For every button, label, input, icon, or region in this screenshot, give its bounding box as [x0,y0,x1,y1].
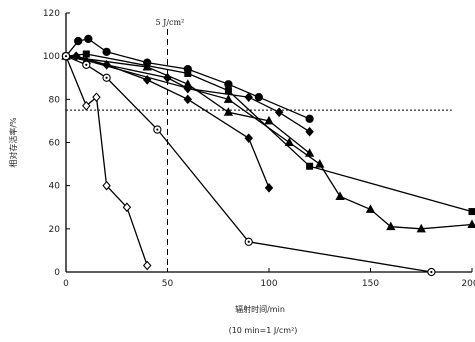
data-point [305,114,314,123]
series-layer [61,34,475,277]
data-point [365,204,376,213]
y-tick-label: 0 [54,268,60,278]
series-line [65,38,310,120]
data-point [244,92,253,103]
data-point [468,208,475,216]
data-point [304,148,315,157]
data-point [184,69,192,77]
x-axis-note: (10 min=1 J/cm²) [229,326,298,335]
data-point [284,137,294,146]
data-point [224,87,232,95]
data-point-center [85,63,88,66]
data-point [264,115,274,125]
data-point [244,133,253,144]
data-point [142,75,152,85]
data-point [183,79,193,88]
data-point [264,182,274,193]
y-tick-label: 120 [43,9,60,19]
data-point [224,80,233,89]
y-tick-label: 20 [49,225,61,235]
x-axis-label: 辐射时间/min [235,304,285,314]
data-point [467,219,475,229]
series-line [65,55,311,154]
data-point [74,36,83,46]
y-tick-label: 40 [49,182,61,192]
x-tick-label: 100 [260,279,277,289]
data-point [254,93,263,102]
data-point [223,107,234,116]
data-point [84,34,93,44]
data-point [223,94,234,103]
data-point-center [430,270,433,274]
data-point [274,107,284,118]
series-7 [61,51,152,271]
data-point [142,260,152,271]
x-tick-label: 200 [461,279,475,289]
data-point [142,61,152,71]
x-tick-label: 150 [362,279,379,289]
data-point [386,221,396,231]
series-line [65,55,473,230]
data-point [122,202,132,213]
series-1 [61,34,314,123]
reference-line-label: 5 J/cm² [156,18,185,27]
data-point [102,180,111,191]
y-tick-label: 100 [43,52,60,62]
series-line [65,55,148,266]
data-point [183,94,193,105]
data-point [82,100,91,111]
data-point-center [247,240,250,243]
series-4 [61,51,274,193]
series-8 [61,52,436,277]
data-point [306,162,314,170]
data-point [315,159,325,168]
y-axis-label: 相对存活率/% [8,117,18,168]
series-line [65,55,310,133]
data-point [305,126,314,137]
data-point [416,223,426,233]
data-point-center [156,128,159,131]
data-point [92,92,101,103]
axes: 0 20 40 60 80 100 120 0 50 100 150 200 [43,9,475,289]
data-point-center [64,55,68,58]
x-tick-label: 50 [162,279,174,289]
data-point [102,47,111,56]
data-point-center [105,76,108,79]
x-tick-label: 0 [63,279,69,289]
y-tick-label: 60 [49,139,61,149]
data-point [335,191,345,200]
y-tick-label: 80 [49,95,61,105]
